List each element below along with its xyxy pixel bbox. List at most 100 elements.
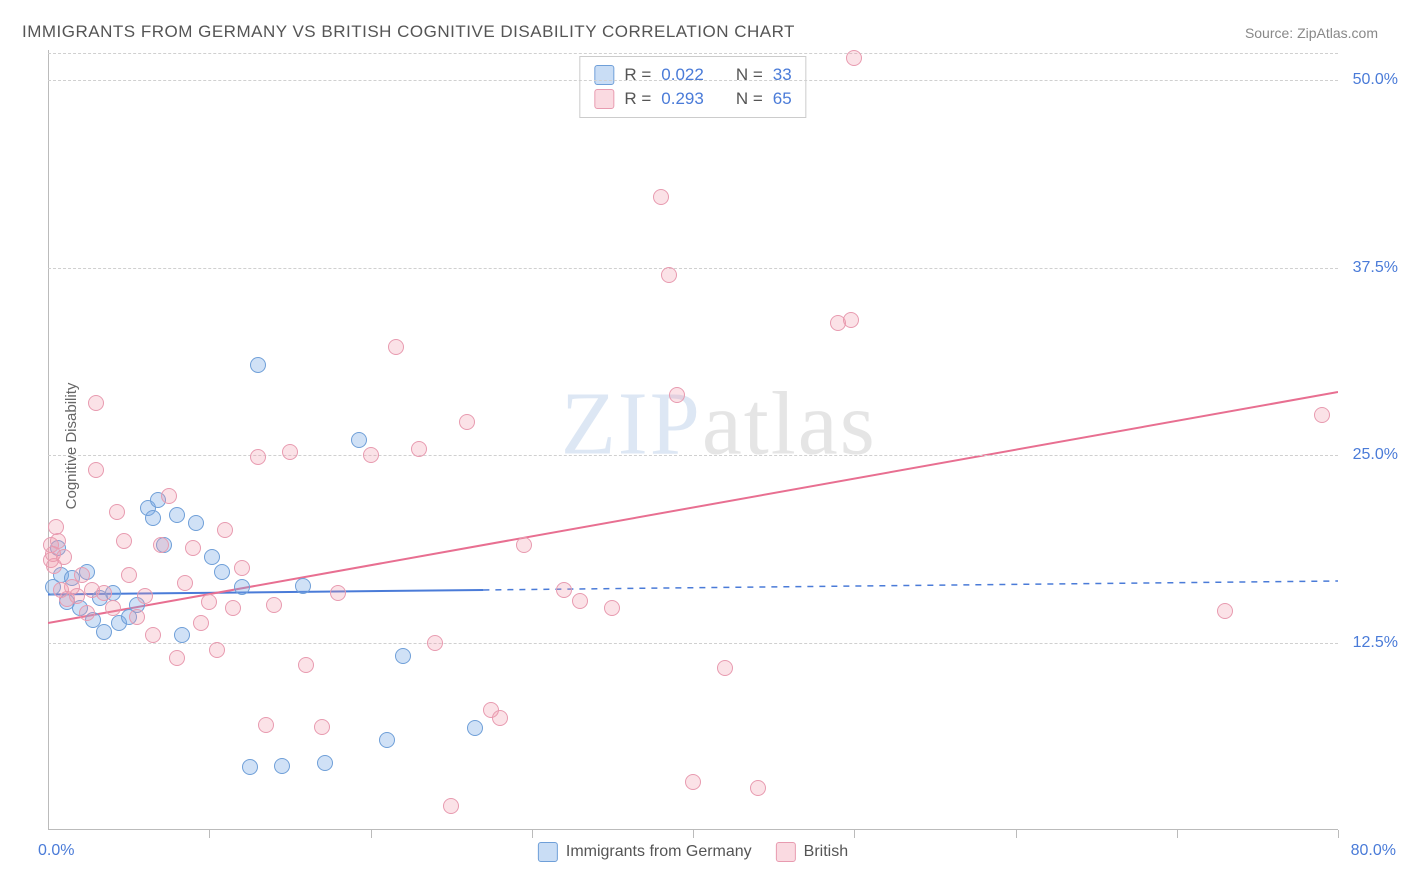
scatter-point bbox=[572, 593, 588, 609]
scatter-point bbox=[214, 564, 230, 580]
scatter-point bbox=[661, 267, 677, 283]
trend-lines bbox=[48, 50, 1338, 830]
scatter-point bbox=[669, 387, 685, 403]
scatter-point bbox=[556, 582, 572, 598]
plot-area: ZIPatlas R = 0.022N = 33R = 0.293N = 65 … bbox=[48, 50, 1338, 830]
y-axis-line bbox=[48, 50, 49, 830]
scatter-point bbox=[846, 50, 862, 66]
scatter-point bbox=[88, 462, 104, 478]
scatter-point bbox=[295, 578, 311, 594]
gridline bbox=[48, 268, 1338, 269]
scatter-point bbox=[250, 449, 266, 465]
scatter-point bbox=[266, 597, 282, 613]
x-tick bbox=[854, 830, 855, 838]
scatter-point bbox=[388, 339, 404, 355]
scatter-point bbox=[177, 575, 193, 591]
legend-R-value: 0.022 bbox=[661, 65, 704, 85]
scatter-point bbox=[169, 650, 185, 666]
y-tick-label: 37.5% bbox=[1353, 259, 1398, 277]
y-tick-label: 12.5% bbox=[1353, 634, 1398, 652]
scatter-point bbox=[250, 357, 266, 373]
x-axis-max-label: 80.0% bbox=[1351, 842, 1396, 860]
legend-N-label: N = bbox=[736, 89, 763, 109]
scatter-point bbox=[750, 780, 766, 796]
scatter-point bbox=[317, 755, 333, 771]
scatter-point bbox=[1217, 603, 1233, 619]
x-tick bbox=[1016, 830, 1017, 838]
scatter-point bbox=[188, 515, 204, 531]
scatter-point bbox=[717, 660, 733, 676]
x-axis-min-label: 0.0% bbox=[38, 842, 74, 860]
scatter-point bbox=[116, 533, 132, 549]
scatter-point bbox=[201, 594, 217, 610]
scatter-point bbox=[516, 537, 532, 553]
scatter-point bbox=[185, 540, 201, 556]
scatter-point bbox=[204, 549, 220, 565]
scatter-point bbox=[217, 522, 233, 538]
y-tick-label: 50.0% bbox=[1353, 71, 1398, 89]
scatter-point bbox=[145, 510, 161, 526]
scatter-point bbox=[145, 627, 161, 643]
scatter-point bbox=[604, 600, 620, 616]
legend-R-label: R = bbox=[624, 65, 651, 85]
trend-line-dashed bbox=[483, 581, 1338, 590]
scatter-point bbox=[274, 758, 290, 774]
legend-swatch bbox=[776, 842, 796, 862]
scatter-point bbox=[225, 600, 241, 616]
source-attribution: Source: ZipAtlas.com bbox=[1245, 25, 1378, 41]
scatter-point bbox=[79, 605, 95, 621]
scatter-point bbox=[153, 537, 169, 553]
scatter-point bbox=[298, 657, 314, 673]
scatter-point bbox=[121, 567, 137, 583]
watermark-thin: atlas bbox=[702, 375, 877, 474]
scatter-point bbox=[88, 395, 104, 411]
series-legend-item: Immigrants from Germany bbox=[538, 842, 752, 862]
chart-title: IMMIGRANTS FROM GERMANY VS BRITISH COGNI… bbox=[22, 22, 795, 42]
correlation-legend: R = 0.022N = 33R = 0.293N = 65 bbox=[579, 56, 806, 118]
scatter-point bbox=[56, 549, 72, 565]
scatter-point bbox=[351, 432, 367, 448]
legend-swatch bbox=[538, 842, 558, 862]
gridline bbox=[48, 455, 1338, 456]
legend-swatch bbox=[594, 89, 614, 109]
scatter-point bbox=[193, 615, 209, 631]
source-label: Source: bbox=[1245, 25, 1297, 41]
x-tick bbox=[1338, 830, 1339, 838]
scatter-point bbox=[96, 585, 112, 601]
scatter-point bbox=[174, 627, 190, 643]
series-legend: Immigrants from Germany British bbox=[538, 842, 848, 862]
scatter-point bbox=[234, 579, 250, 595]
scatter-point bbox=[50, 533, 66, 549]
scatter-point bbox=[395, 648, 411, 664]
gridline bbox=[48, 80, 1338, 81]
x-tick bbox=[693, 830, 694, 838]
scatter-point bbox=[379, 732, 395, 748]
scatter-point bbox=[105, 600, 121, 616]
scatter-point bbox=[685, 774, 701, 790]
series-legend-label: Immigrants from Germany bbox=[566, 843, 752, 861]
x-tick bbox=[532, 830, 533, 838]
scatter-point bbox=[492, 710, 508, 726]
scatter-point bbox=[161, 488, 177, 504]
watermark: ZIPatlas bbox=[561, 373, 877, 476]
series-legend-item: British bbox=[776, 842, 848, 862]
scatter-point bbox=[330, 585, 346, 601]
scatter-point bbox=[282, 444, 298, 460]
scatter-point bbox=[209, 642, 225, 658]
scatter-point bbox=[74, 567, 90, 583]
x-tick bbox=[1177, 830, 1178, 838]
scatter-point bbox=[314, 719, 330, 735]
scatter-point bbox=[169, 507, 185, 523]
legend-swatch bbox=[594, 65, 614, 85]
scatter-point bbox=[258, 717, 274, 733]
legend-N-label: N = bbox=[736, 65, 763, 85]
scatter-point bbox=[129, 609, 145, 625]
legend-row: R = 0.293N = 65 bbox=[594, 87, 791, 111]
y-tick-label: 25.0% bbox=[1353, 446, 1398, 464]
gridline bbox=[48, 643, 1338, 644]
scatter-point bbox=[653, 189, 669, 205]
scatter-point bbox=[363, 447, 379, 463]
source-link[interactable]: ZipAtlas.com bbox=[1297, 25, 1378, 41]
scatter-point bbox=[411, 441, 427, 457]
scatter-point bbox=[1314, 407, 1330, 423]
